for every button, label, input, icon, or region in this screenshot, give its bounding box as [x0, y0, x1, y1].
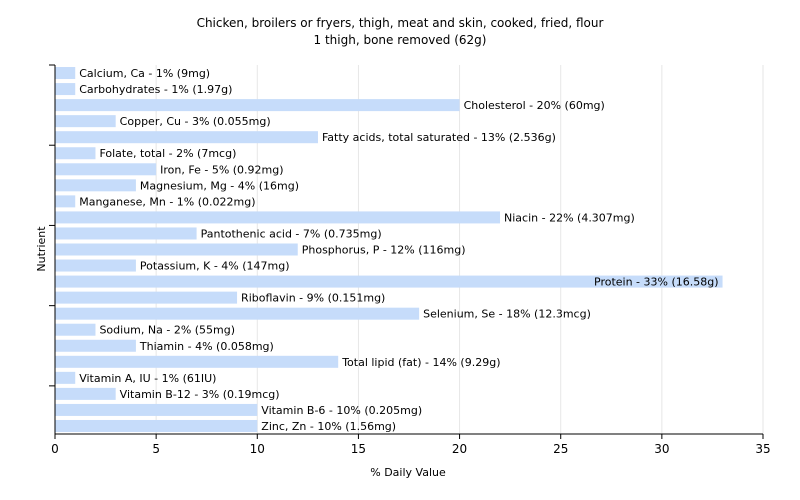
bar-label: Magnesium, Mg - 4% (16mg) — [140, 179, 299, 192]
x-axis-label: % Daily Value — [370, 466, 446, 479]
bar — [55, 307, 420, 320]
x-tick-label: 30 — [654, 442, 669, 456]
bar-label: Sodium, Na - 2% (55mg) — [99, 324, 235, 337]
bar — [55, 147, 96, 160]
bar — [55, 243, 298, 256]
bar-label: Zinc, Zn - 10% (1.56mg) — [261, 420, 396, 433]
bar — [55, 195, 76, 208]
bar — [55, 227, 197, 240]
bar-label: Copper, Cu - 3% (0.055mg) — [120, 115, 271, 128]
x-tick-label: 5 — [152, 442, 160, 456]
x-tick-label: 20 — [452, 442, 467, 456]
bar-label: Vitamin B-12 - 3% (0.19mcg) — [120, 388, 280, 401]
y-axis-label: Nutrient — [35, 226, 48, 272]
bar-label: Vitamin A, IU - 1% (61IU) — [79, 372, 216, 385]
bar — [55, 403, 258, 416]
bar — [55, 419, 258, 432]
bar-label: Potassium, K - 4% (147mg) — [140, 260, 290, 273]
x-tick-label: 25 — [553, 442, 568, 456]
bars: Calcium, Ca - 1% (9mg) Carbohydrates - 1%… — [55, 67, 723, 433]
bar — [55, 339, 136, 352]
bar-label: Folate, total - 2% (7mcg) — [99, 147, 236, 160]
bar-label: Fatty acids, total saturated - 13% (2.53… — [322, 131, 556, 144]
bar — [55, 291, 238, 304]
bar-label: Calcium, Ca - 1% (9mg) — [79, 67, 210, 80]
x-tick-label: 35 — [755, 442, 770, 456]
bar — [55, 371, 76, 384]
bar — [55, 99, 460, 112]
bar-label: Pantothenic acid - 7% (0.735mg) — [201, 227, 382, 240]
bar-label: Iron, Fe - 5% (0.92mg) — [160, 163, 283, 176]
bar-label: Riboflavin - 9% (0.151mg) — [241, 292, 385, 305]
bar-label: Thiamin - 4% (0.058mg) — [139, 340, 274, 353]
bar-label: Phosphorus, P - 12% (116mg) — [302, 244, 466, 257]
bar-label: Manganese, Mn - 1% (0.022mg) — [79, 195, 255, 208]
bar-label: Selenium, Se - 18% (12.3mcg) — [423, 308, 591, 321]
chart-subtitle: 1 thigh, bone removed (62g) — [314, 33, 487, 47]
x-tick-label: 10 — [250, 442, 265, 456]
x-tick-label: 15 — [351, 442, 366, 456]
bar-label: Total lipid (fat) - 14% (9.29g) — [341, 356, 500, 369]
bar — [55, 323, 96, 336]
bar — [55, 211, 501, 224]
bar — [55, 131, 318, 144]
bar — [55, 259, 136, 272]
bar — [55, 67, 76, 80]
bar-label: Protein - 33% (16.58g) — [594, 276, 719, 289]
gridlines — [155, 65, 764, 434]
bar — [55, 163, 157, 176]
bar — [55, 275, 723, 288]
bar-label: Vitamin B-6 - 10% (0.205mg) — [261, 404, 422, 417]
axes: 0 5 10 15 20 25 30 35 — [49, 64, 771, 456]
bar — [55, 355, 339, 368]
bar-label: Cholesterol - 20% (60mg) — [464, 99, 605, 112]
bar — [55, 83, 76, 96]
bar — [55, 115, 116, 128]
bar — [55, 387, 116, 400]
bar-label: Niacin - 22% (4.307mg) — [504, 211, 635, 224]
chart-title: Chicken, broilers or fryers, thigh, meat… — [197, 16, 604, 30]
x-tick-label: 0 — [51, 442, 59, 456]
bar-label: Carbohydrates - 1% (1.97g) — [79, 83, 232, 96]
bar — [55, 179, 136, 192]
